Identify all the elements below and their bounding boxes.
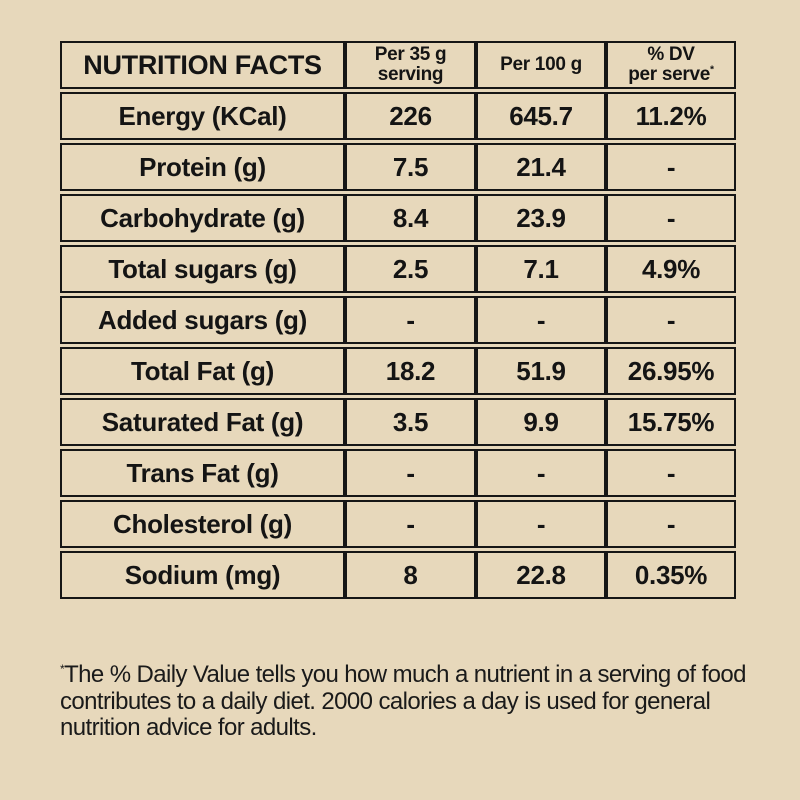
header-dv-line1: % DV (647, 44, 695, 65)
per-100g-value-cell: 7.1 (476, 245, 606, 293)
header-dv-line2-text: per serve (628, 64, 711, 85)
table-row: Trans Fat (g) - - - (60, 449, 736, 497)
header-dv-line2: per serve* (608, 65, 734, 85)
per-100g-value-cell: 22.8 (476, 551, 606, 599)
dv-value-cell: 15.75% (606, 398, 736, 446)
per-serving-value-cell: - (345, 500, 476, 548)
nutrient-label-cell: Total Fat (g) (60, 347, 345, 395)
dv-value-cell: 4.9% (606, 245, 736, 293)
per-serving-value-cell: 2.5 (345, 245, 476, 293)
header-per-serving-line1: Per 35 g (374, 44, 447, 65)
header-per-100g-label: Per 100 g (500, 54, 582, 75)
per-100g-value-cell: - (476, 500, 606, 548)
per-serving-value-cell: 8 (345, 551, 476, 599)
per-serving-value-cell: 3.5 (345, 398, 476, 446)
table-row: Added sugars (g) - - - (60, 296, 736, 344)
dv-asterisk: * (710, 64, 714, 76)
table-row: Protein (g) 7.5 21.4- (60, 143, 736, 191)
table-row: Total sugars (g) 2.5 7.1 4.9% (60, 245, 736, 293)
nutrient-label-cell: Added sugars (g) (60, 296, 345, 344)
dv-value-cell: 11.2% (606, 92, 736, 140)
header-dv: % DV per serve* (606, 41, 736, 89)
per-100g-value-cell: 23.9 (476, 194, 606, 242)
table-title: NUTRITION FACTS (60, 41, 345, 89)
footnote: *The % Daily Value tells you how much a … (60, 661, 748, 742)
dv-value-cell: - (606, 194, 736, 242)
nutrition-facts-table: NUTRITION FACTS Per 35 g serving Per 100… (60, 38, 736, 602)
nutrient-label-cell: Energy (KCal) (60, 92, 345, 140)
per-100g-value-cell: - (476, 296, 606, 344)
header-row: NUTRITION FACTS Per 35 g serving Per 100… (60, 41, 736, 89)
dv-value-cell: - (606, 449, 736, 497)
nutrient-label-cell: Trans Fat (g) (60, 449, 345, 497)
table-row: Total Fat (g) 18.2 51.9 26.95% (60, 347, 736, 395)
nutrient-label-cell: Protein (g) (60, 143, 345, 191)
nutrient-label-cell: Total sugars (g) (60, 245, 345, 293)
dv-value-cell: - (606, 296, 736, 344)
per-serving-value-cell: 226 (345, 92, 476, 140)
per-serving-value-cell: - (345, 296, 476, 344)
nutrient-label-cell: Cholesterol (g) (60, 500, 345, 548)
dv-value-cell: - (606, 143, 736, 191)
header-per-serving: Per 35 g serving (345, 41, 476, 89)
per-serving-value-cell: 7.5 (345, 143, 476, 191)
per-serving-value-cell: - (345, 449, 476, 497)
nutrient-label-cell: Carbohydrate (g) (60, 194, 345, 242)
footnote-asterisk: * (60, 662, 65, 676)
table-row: Carbohydrate (g) 8.4 23.9- (60, 194, 736, 242)
nutrient-label-cell: Saturated Fat (g) (60, 398, 345, 446)
dv-value-cell: - (606, 500, 736, 548)
per-100g-value-cell: - (476, 449, 606, 497)
per-serving-value-cell: 8.4 (345, 194, 476, 242)
header-per-100g: Per 100 g (476, 41, 606, 89)
per-100g-value-cell: 21.4 (476, 143, 606, 191)
footnote-text: The % Daily Value tells you how much a n… (60, 661, 746, 741)
per-100g-value-cell: 645.7 (476, 92, 606, 140)
table-row: Sodium (mg) 8 22.8 0.35% (60, 551, 736, 599)
dv-value-cell: 0.35% (606, 551, 736, 599)
dv-value-cell: 26.95% (606, 347, 736, 395)
nutrient-label-cell: Sodium (mg) (60, 551, 345, 599)
table-row: Energy (KCal) 226 645.7 11.2% (60, 92, 736, 140)
table-row: Cholesterol (g) - - - (60, 500, 736, 548)
per-100g-value-cell: 9.9 (476, 398, 606, 446)
per-serving-value-cell: 18.2 (345, 347, 476, 395)
per-100g-value-cell: 51.9 (476, 347, 606, 395)
table-row: Saturated Fat (g) 3.5 9.9 15.75% (60, 398, 736, 446)
header-per-serving-line2: serving (377, 64, 444, 85)
